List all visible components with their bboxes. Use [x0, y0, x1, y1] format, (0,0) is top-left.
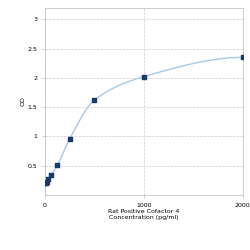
Point [142, 75, 146, 79]
Point [44, 180, 48, 184]
Point [240, 55, 244, 59]
X-axis label: Rat Positive Cofactor 4
Concentration (pg/ml): Rat Positive Cofactor 4 Concentration (p… [108, 209, 180, 220]
Point [44, 181, 48, 185]
Point [49, 173, 53, 177]
Y-axis label: OD: OD [21, 96, 26, 106]
Point [55, 163, 59, 167]
Point [44, 180, 48, 184]
Point [92, 98, 96, 102]
Point [68, 137, 72, 141]
Point [46, 177, 50, 181]
